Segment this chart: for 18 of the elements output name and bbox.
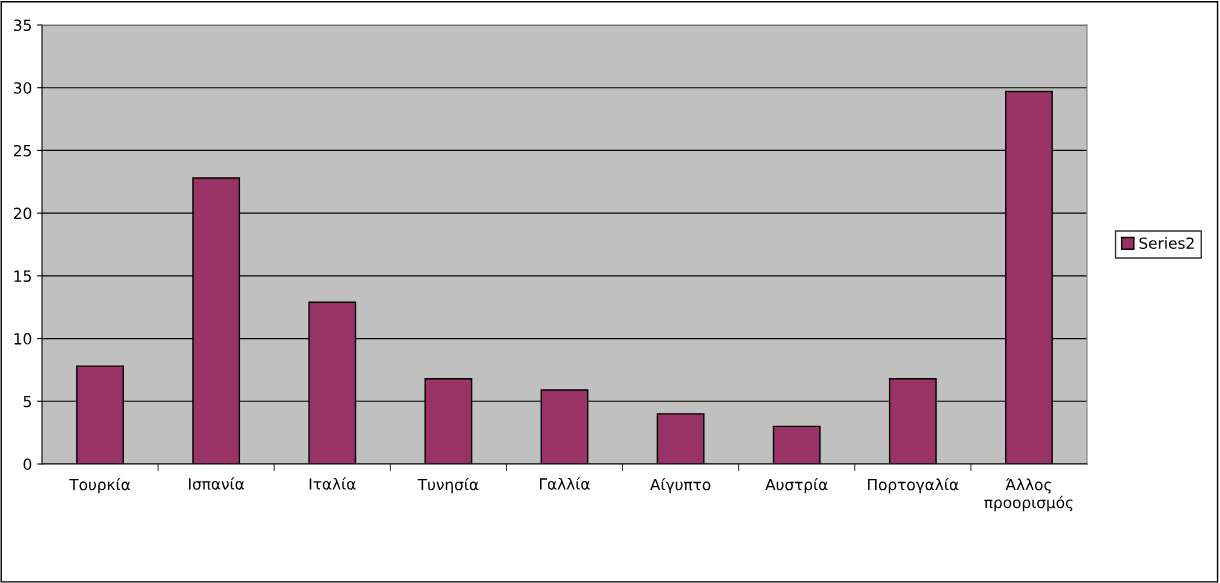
y-tick-label: 5 <box>23 395 31 408</box>
x-tick-label: Γαλλία <box>540 477 590 490</box>
y-tick-label: 30 <box>14 82 32 94</box>
y-tick-label: 10 <box>14 333 32 345</box>
y-tick-label: 15 <box>14 270 31 282</box>
y-tick-label: 35 <box>14 19 31 32</box>
x-tick-label: Τυνησία <box>417 477 479 494</box>
y-tick-label: 20 <box>13 207 32 220</box>
y-tick-label: 25 <box>13 144 31 157</box>
y-tick-label: 0 <box>23 458 32 471</box>
x-tick-label: Ιταλία <box>309 477 356 490</box>
x-tick-label: Ισπανία <box>189 477 245 490</box>
x-tick-label: Αίγυπτο <box>650 477 711 494</box>
x-tick-label: Άλλος προορισμός <box>984 477 1073 512</box>
legend-label: Series2 <box>1139 237 1194 249</box>
x-tick-label: Αυστρία <box>765 477 828 494</box>
x-tick-label: Τουρκία <box>69 477 131 494</box>
x-tick-label: Πορτογαλία <box>868 477 959 494</box>
